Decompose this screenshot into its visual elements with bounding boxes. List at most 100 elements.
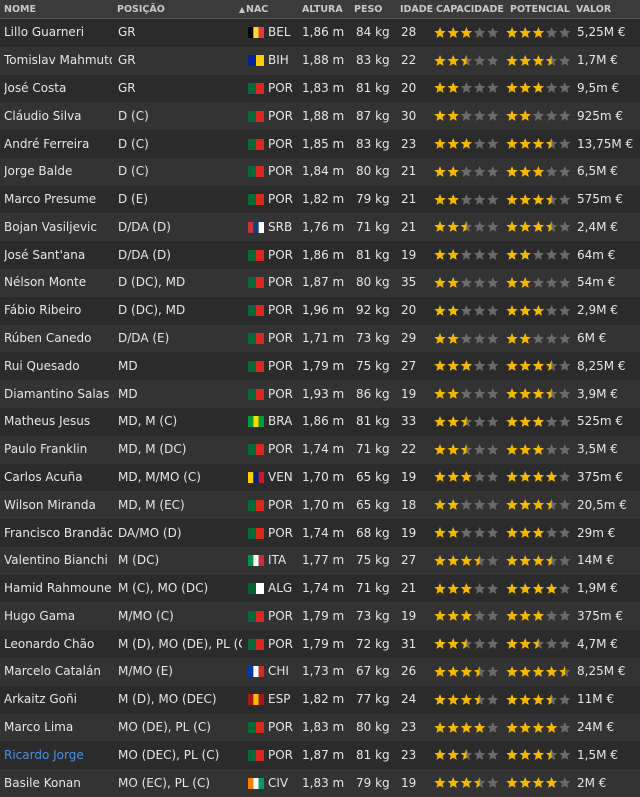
flag-stripe [248,277,256,289]
star [447,638,459,650]
flag [248,221,264,233]
cell-weight: 79 kg [356,192,390,207]
cell-name: Nélson Monte [4,275,87,290]
cell-weight: 79 kg [356,775,390,790]
cell-name: José Costa [4,80,67,95]
cell-name: Leonardo Chão [4,636,95,651]
star-rating [434,721,499,733]
table-row: Ricardo Jorge MO (DEC), PL (C) POR 1,87 m 81… [0,741,640,771]
flag [248,55,264,67]
cell-position: D/DA (E) [118,331,170,346]
cell-value: 6,5M € [577,164,618,179]
cell-weight: 83 kg [356,136,390,151]
star [460,332,473,344]
star [447,165,459,177]
star [460,360,473,372]
cell-value: 3,5M € [577,442,618,457]
star [506,193,518,205]
star-rating [434,54,499,66]
star-rating [434,693,499,705]
star [487,749,499,761]
flag-stripe [256,749,264,761]
cell-height: 1,73 m [302,664,345,679]
cell-nation: POR [268,275,294,290]
cell-value: 525m € [577,414,624,429]
cell-age: 20 [401,80,417,95]
star [460,610,473,622]
column-header: VALOR [576,4,612,15]
star [519,582,531,594]
flag-stripe [248,749,256,761]
flag-stripe [256,583,264,595]
star [473,443,486,455]
cell-name[interactable]: Ricardo Jorge [4,747,84,762]
cell-name: Carlos Acuña [4,469,83,484]
star [506,443,518,455]
flag-stripe [248,388,256,400]
star [460,276,473,288]
star-rating [434,471,499,483]
cell-value: 4,7M € [577,636,618,651]
cell-height: 1,74 m [302,525,345,540]
table-row: Lillo Guarneri GR BEL 1,86 m 84 kg 28 5,25M € [0,19,640,48]
cell-age: 21 [401,164,417,179]
cell-name: Basile Konan [4,775,81,790]
cell-position: M (D), MO (DE), PL (C) [118,636,242,651]
cell-weight: 67 kg [356,664,390,679]
star [487,249,499,261]
cell-position: GR [118,80,136,95]
star [559,26,571,38]
flag [248,638,264,650]
star [434,249,446,261]
star-rating [506,554,571,566]
star [559,693,571,705]
cell-height: 1,96 m [302,303,345,318]
flag [248,277,264,289]
flag [248,722,264,734]
table-row: Bojan Vasiljevic D/DA (D) SRB 1,76 m 71 kg 21… [0,213,640,243]
star [473,721,486,733]
cell-height: 1,82 m [302,192,345,207]
star [519,665,531,677]
star [532,721,545,733]
flag-stripe [256,610,264,622]
cell-name: José Sant'ana [4,247,86,262]
column-header: POTENCIAL [510,4,570,15]
star [532,360,545,372]
cell-name: Tomislav Mahmutović [4,53,112,68]
star [506,249,518,261]
cell-age: 27 [401,358,417,373]
star [487,527,499,538]
table-row: Marcelo Catalán M/MO (E) CHI 1,73 m 67 kg 26 8… [0,658,640,687]
table-row: Jorge Balde D (C) POR 1,84 m 80 kg 21 6,5M € [0,157,640,187]
cell-name: Matheus Jesus [4,414,91,429]
cell-position: D (C) [118,108,149,123]
star [545,527,558,538]
flag-stripe [256,527,264,539]
flag [248,138,264,150]
cell-nation: VEN [268,469,293,484]
star [487,82,499,94]
star [460,110,473,122]
star [559,332,571,344]
star [487,193,499,205]
cell-age: 30 [401,108,417,123]
star [506,499,518,511]
cell-weight: 68 kg [356,525,390,540]
flag [248,583,264,595]
star [559,221,571,233]
star [545,54,558,66]
star [434,110,446,122]
flag-stripe [253,471,259,483]
cell-age: 23 [401,747,417,762]
cell-nation: POR [268,331,294,346]
cell-position: D (C) [118,136,149,151]
table-row: Valentino Bianchi M (DC) ITA 1,77 m 75 kg 27 1… [0,546,640,576]
star [473,249,486,261]
star [519,304,531,316]
cell-position: D (DC), MD [118,275,186,290]
cell-weight: 87 kg [356,108,390,123]
table-row: Francisco Brandão DA/MO (D) POR 1,74 m 68 kg… [0,519,640,548]
star-rating [434,638,499,650]
